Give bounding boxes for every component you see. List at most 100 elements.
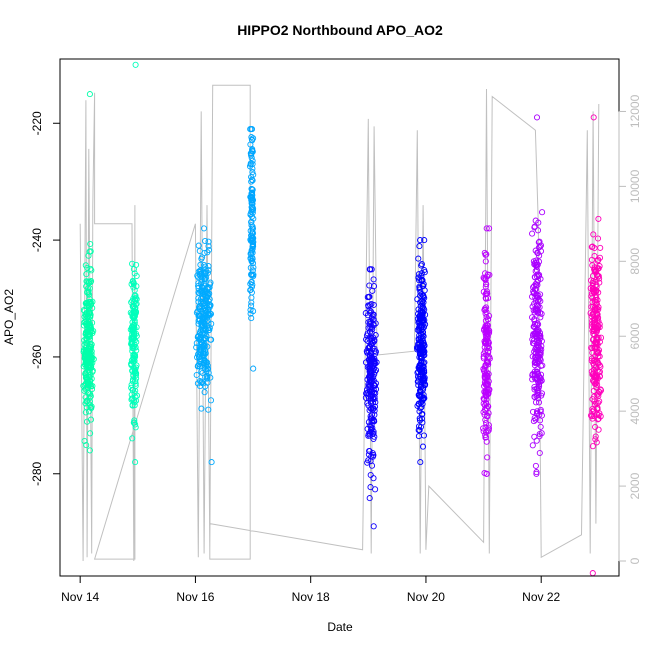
data-point — [85, 301, 92, 308]
data-point — [88, 356, 95, 363]
data-point — [485, 370, 492, 378]
data-point — [533, 341, 540, 348]
data-point — [535, 347, 542, 354]
data-point — [89, 368, 96, 375]
data-point — [589, 282, 596, 289]
data-point — [194, 333, 202, 340]
data-point — [86, 394, 93, 401]
data-point — [366, 282, 373, 289]
data-point — [197, 267, 204, 274]
data-point — [421, 382, 428, 389]
data-point — [419, 335, 426, 342]
data-point — [133, 261, 140, 268]
data-point — [249, 177, 256, 184]
data-point — [594, 311, 601, 319]
data-point — [249, 189, 256, 196]
data-point — [366, 356, 373, 363]
altitude-line — [79, 84, 600, 562]
data-point — [205, 327, 212, 334]
data-point — [534, 227, 542, 234]
data-point — [486, 312, 493, 319]
data-point — [363, 332, 371, 339]
data-point — [205, 243, 212, 250]
data-point — [88, 301, 95, 308]
data-point — [415, 274, 422, 281]
data-point — [248, 185, 255, 192]
data-point — [531, 340, 538, 347]
data-point — [129, 338, 136, 346]
data-point — [536, 238, 543, 245]
data-point — [86, 304, 93, 311]
data-point — [594, 235, 602, 242]
data-point — [595, 215, 602, 222]
y2-tick-label: 0 — [628, 557, 642, 564]
data-point — [537, 314, 544, 321]
data-point — [420, 368, 427, 376]
data-point — [248, 302, 255, 309]
data-point — [415, 423, 423, 430]
data-point — [532, 268, 539, 275]
data-point — [421, 269, 428, 276]
data-point — [130, 315, 137, 322]
data-point — [597, 244, 604, 251]
data-point — [538, 430, 545, 437]
data-point — [589, 272, 597, 279]
data-point — [250, 205, 257, 212]
data-point — [539, 362, 546, 369]
x-tick-label: Nov 20 — [407, 590, 445, 604]
y2-tick-label: 6000 — [628, 323, 642, 350]
data-point — [370, 283, 378, 290]
data-point — [415, 271, 422, 278]
data-point — [248, 193, 255, 200]
data-point — [82, 386, 89, 393]
data-point — [202, 237, 209, 245]
data-point — [533, 469, 540, 476]
series-7 — [480, 225, 493, 477]
data-point — [250, 308, 257, 315]
data-point — [248, 271, 255, 278]
data-point — [484, 413, 491, 420]
data-point — [536, 304, 543, 311]
data-point — [531, 433, 538, 440]
data-point — [197, 302, 204, 309]
data-point — [419, 304, 426, 311]
data-point — [86, 311, 93, 318]
data-point — [248, 315, 255, 322]
data-point — [369, 388, 376, 396]
data-point — [539, 209, 546, 216]
data-point — [250, 365, 257, 372]
series-4 — [246, 126, 257, 372]
data-point — [419, 368, 426, 375]
data-point — [589, 443, 596, 450]
data-point — [419, 277, 426, 284]
data-point — [367, 308, 375, 315]
data-point — [482, 434, 489, 441]
data-point — [84, 264, 91, 271]
data-point — [248, 197, 255, 204]
data-point — [481, 344, 488, 351]
data-point — [83, 373, 90, 380]
data-point — [367, 382, 374, 389]
data-point — [590, 231, 597, 238]
data-point — [373, 359, 380, 366]
series-5 — [362, 266, 380, 530]
data-point — [248, 206, 255, 213]
data-point — [418, 262, 425, 269]
data-point — [485, 410, 492, 417]
data-point — [415, 255, 422, 262]
data-point — [86, 378, 93, 385]
data-point — [131, 270, 138, 277]
data-point — [593, 327, 601, 334]
data-point — [193, 344, 200, 351]
data-point — [481, 375, 488, 382]
data-point — [368, 350, 375, 357]
data-point — [83, 351, 90, 358]
data-point — [417, 289, 424, 296]
data-point — [199, 321, 206, 328]
data-point — [250, 264, 257, 271]
data-point — [131, 351, 139, 358]
data-point — [130, 280, 137, 287]
data-point — [133, 392, 141, 399]
data-point — [202, 270, 209, 277]
data-point — [589, 280, 596, 287]
